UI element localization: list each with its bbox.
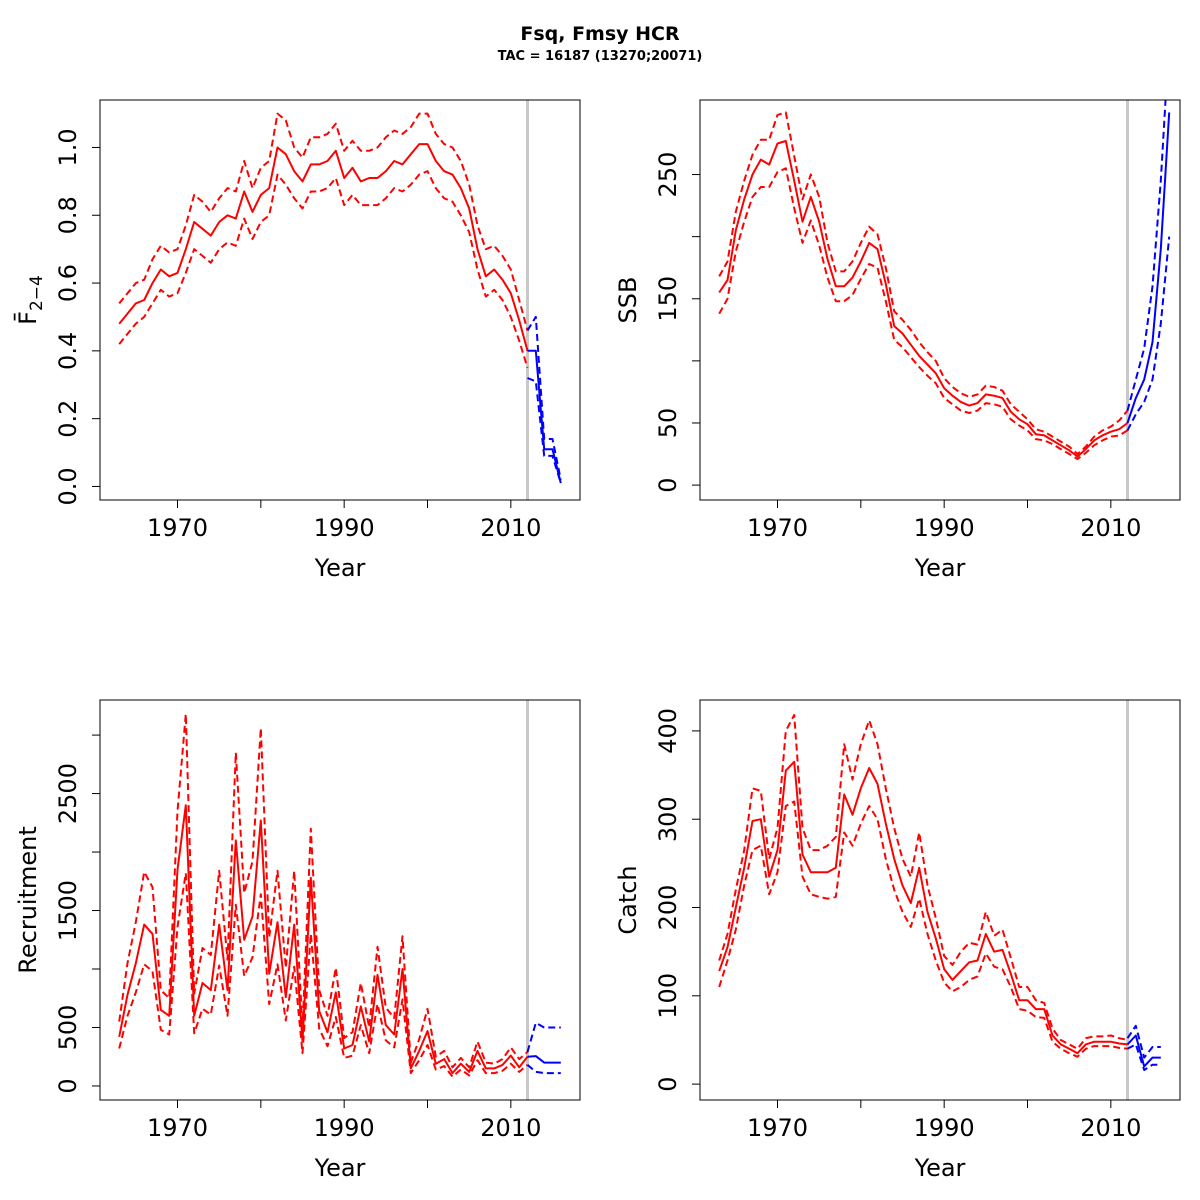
plot-frame (99, 699, 581, 1101)
x-tick-label: 1990 (314, 514, 375, 542)
history-upper-bound-line (118, 112, 529, 331)
history-estimate-line (118, 804, 529, 1075)
forecast-upper-bound-line (1126, 100, 1167, 411)
x-tick-label: 2010 (480, 514, 541, 542)
series-group (118, 112, 562, 484)
panel-3: 1970 1990 2010 Year 0 500 1500 2500 Recruitment (14, 699, 581, 1182)
y-tick-label: 300 (654, 796, 682, 842)
x-axis-label: Year (314, 1154, 366, 1182)
y-tick-label: 150 (654, 276, 682, 322)
figure-title: Fsq, Fmsy HCR (520, 23, 680, 45)
x-axis-label: Year (314, 554, 366, 582)
y-tick-label: 50 (654, 408, 682, 439)
forecast-upper-bound-line (1126, 1024, 1161, 1059)
y-tick-label: 0 (654, 477, 682, 492)
y-tick-label: 1500 (54, 880, 82, 941)
forecast-estimate-line (1126, 1034, 1161, 1068)
series-group (718, 714, 1161, 1071)
forecast-estimate-line (1126, 112, 1171, 424)
x-tick-label: 1970 (147, 1114, 208, 1142)
y-tick-label: 400 (654, 708, 682, 754)
history-lower-bound-line (118, 170, 529, 369)
y-axis-label: Catch (614, 865, 642, 934)
forecast-upper-bound-line (526, 1021, 561, 1053)
plot-frame (699, 99, 1181, 501)
history-estimate-line (718, 140, 1129, 458)
history-upper-bound-line (718, 714, 1128, 1050)
y-tick-label: 2500 (54, 763, 82, 824)
forecast-lower-bound-line (1127, 1043, 1161, 1071)
x-tick-label: 1990 (914, 514, 975, 542)
panel-1: 1970 1990 2010 Year 0.0 0.2 0.4 0.6 0.8 1.0 F̄2−4 (13, 99, 581, 582)
forecast-lower-bound-line (527, 377, 562, 484)
y-tick-label: 100 (654, 973, 682, 1019)
y-axis-label-subscript: 2−4 (27, 275, 47, 311)
x-tick-label: 2010 (1080, 514, 1141, 542)
y-tick-label: 0 (54, 1078, 82, 1093)
forecast-estimate-line (527, 1055, 561, 1064)
x-axis-label: Year (914, 1154, 966, 1182)
history-lower-bound-line (118, 872, 529, 1078)
x-tick-label: 1990 (314, 1114, 375, 1142)
forecast-lower-bound-line (1126, 236, 1171, 431)
x-tick-label: 2010 (480, 1114, 541, 1142)
y-tick-label: 0 (654, 1076, 682, 1091)
y-tick-label: 0.2 (54, 400, 82, 438)
x-axis-label: Year (914, 554, 966, 582)
x-tick-label: 2010 (1080, 1114, 1141, 1142)
y-tick-label: 0.8 (54, 196, 82, 234)
y-axis-label: F̄2−4 (13, 275, 47, 325)
forecast-lower-bound-line (526, 1064, 561, 1075)
panels: 1970 1990 2010Year0.00.20.40.60.81.0F̄2−41… (13, 99, 1181, 1182)
y-tick-label: 500 (54, 1005, 82, 1051)
y-tick-label: 0.0 (54, 467, 82, 505)
history-lower-bound-line (718, 800, 1128, 1058)
x-tick-label: 1990 (914, 1114, 975, 1142)
x-tick-label: 1970 (747, 514, 808, 542)
history-estimate-line (118, 143, 529, 352)
history-upper-bound-line (718, 111, 1129, 455)
series-group (718, 100, 1171, 460)
y-tick-label: 0.6 (54, 264, 82, 302)
x-tick-label: 1970 (147, 514, 208, 542)
plot-frame (699, 699, 1181, 1101)
figure-subtitle: TAC = 16187 (13270;20071) (498, 49, 703, 64)
history-estimate-line (718, 760, 1128, 1055)
y-tick-label: 200 (654, 885, 682, 931)
x-tick-label: 1970 (747, 1114, 808, 1142)
plot-frame (99, 99, 581, 501)
y-tick-label: 0.4 (54, 332, 82, 370)
series-group (118, 713, 561, 1078)
y-tick-label: 250 (654, 152, 682, 198)
y-tick-label: 1.0 (54, 128, 82, 166)
panel-2: 1970 1990 2010 Year 0 50 150 250 SSB (614, 99, 1181, 582)
panel-4: 1970 1990 2010 Year 0 100 200 300 400 Catch (614, 699, 1181, 1182)
forecast-estimate-line (527, 349, 562, 484)
history-upper-bound-line (118, 713, 529, 1069)
y-axis-label: Recruitment (14, 826, 42, 973)
y-axis-label: SSB (614, 277, 642, 324)
history-lower-bound-line (718, 167, 1129, 460)
